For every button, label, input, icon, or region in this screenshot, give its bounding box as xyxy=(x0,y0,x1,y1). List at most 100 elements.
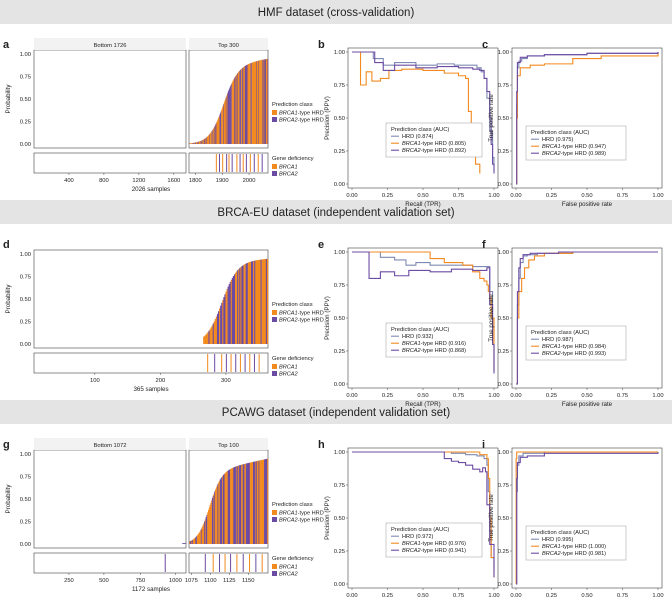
bar xyxy=(255,61,257,144)
gene-mark xyxy=(231,154,233,172)
y-axis-label: Probability xyxy=(5,84,12,114)
bar xyxy=(241,68,243,144)
gene-strip-frame xyxy=(33,352,269,374)
bar xyxy=(255,461,257,544)
bar xyxy=(210,502,212,544)
x-axis-label: Recall (TPR) xyxy=(405,401,440,408)
bar xyxy=(197,141,199,144)
y-tick-label: 0.00 xyxy=(20,342,31,348)
bar xyxy=(229,469,231,544)
bar xyxy=(263,259,266,344)
y-axis-label: Precision (PPV) xyxy=(324,496,331,540)
legend-entry: BRCA1-type HRD (0.916) xyxy=(402,341,466,347)
y-tick-label: 0.00 xyxy=(498,382,509,388)
plot-frame xyxy=(33,49,187,149)
bar xyxy=(228,469,230,544)
y-tick-label: 0.75 xyxy=(498,283,509,289)
plot-frame xyxy=(347,47,499,189)
bar xyxy=(249,261,252,344)
bar xyxy=(218,482,220,544)
x-tick-label: 0.25 xyxy=(382,193,393,199)
bar xyxy=(249,63,250,144)
bar xyxy=(212,130,213,144)
panel-letter: g xyxy=(3,439,10,451)
bar xyxy=(199,141,201,144)
y-tick-label: 0.25 xyxy=(334,149,345,155)
legend-entry: BRCA2-type HRD xyxy=(279,318,324,324)
bar xyxy=(220,478,222,544)
plot-frame xyxy=(347,247,499,389)
bar xyxy=(189,541,191,544)
bar xyxy=(217,118,219,144)
bar xyxy=(235,272,237,344)
legend-entry: BRCA1-type HRD xyxy=(279,111,324,117)
bar xyxy=(229,281,232,344)
x-tick-label: 0.50 xyxy=(417,193,428,199)
x-tick-label: 400 xyxy=(64,178,74,184)
bar xyxy=(252,461,255,544)
bar xyxy=(230,468,232,544)
y-tick-label: 0.00 xyxy=(334,382,345,388)
facet-label: Bottom 1726 xyxy=(94,43,127,49)
bar xyxy=(216,313,219,344)
bar xyxy=(266,458,268,544)
bar xyxy=(231,277,234,344)
bar xyxy=(217,119,219,144)
bar xyxy=(234,466,236,544)
bar xyxy=(214,125,216,144)
x-axis-label: 2026 samples xyxy=(132,186,171,193)
bar xyxy=(247,64,249,144)
bar xyxy=(241,464,243,544)
bar xyxy=(257,60,259,144)
bar xyxy=(259,259,261,344)
bar xyxy=(226,289,228,344)
gene-legend-title: Gene deficiency xyxy=(272,356,314,362)
legend-entry: BRCA1 xyxy=(279,565,298,571)
y-tick-label: 1.00 xyxy=(334,50,345,56)
bar xyxy=(218,311,220,344)
bar xyxy=(250,63,251,144)
bar xyxy=(239,70,241,144)
bar xyxy=(245,65,247,144)
bar xyxy=(264,459,266,544)
bar xyxy=(251,462,253,544)
legend-entry: BRCA1 xyxy=(279,365,298,371)
bar xyxy=(191,143,192,144)
bar xyxy=(257,460,259,544)
section-band xyxy=(0,400,672,424)
series-line xyxy=(352,251,495,371)
legend-swatch xyxy=(272,110,277,115)
bar xyxy=(226,471,228,544)
legend-entry: HRD (0.987) xyxy=(542,337,574,343)
bar xyxy=(219,114,221,144)
gene-mark xyxy=(226,154,228,172)
bar xyxy=(190,143,192,144)
bar xyxy=(192,539,194,544)
x-tick-label: 1600 xyxy=(167,178,180,184)
section-title: PCAWG dataset (independent validation se… xyxy=(222,407,451,419)
bar xyxy=(237,465,239,544)
bar xyxy=(202,525,204,544)
y-axis-label: Probability xyxy=(5,484,12,514)
bar xyxy=(222,299,224,344)
bar xyxy=(189,541,191,544)
y-axis-label: Probability xyxy=(5,284,12,314)
gene-mark xyxy=(258,354,260,372)
gene-mark xyxy=(244,354,246,372)
bar xyxy=(227,286,229,344)
facet: Top 300 1800 1900 2000 xyxy=(188,38,269,184)
bar xyxy=(201,140,203,144)
y-tick-label: 0.75 xyxy=(20,475,31,481)
bar xyxy=(206,514,208,544)
y-tick-label: 0.50 xyxy=(20,497,31,503)
y-tick-label: 1.00 xyxy=(498,450,509,456)
bar xyxy=(219,479,221,544)
bar xyxy=(266,258,269,344)
bar xyxy=(220,112,221,144)
bar xyxy=(241,266,243,344)
x-tick-label: 0.00 xyxy=(510,193,521,199)
line-panel: e 0.00 0.25 0.50 0.75 1.00 0.00 0.25 0.50 0.75 1.0… xyxy=(318,239,500,408)
bar xyxy=(249,63,251,144)
bar xyxy=(267,58,269,145)
